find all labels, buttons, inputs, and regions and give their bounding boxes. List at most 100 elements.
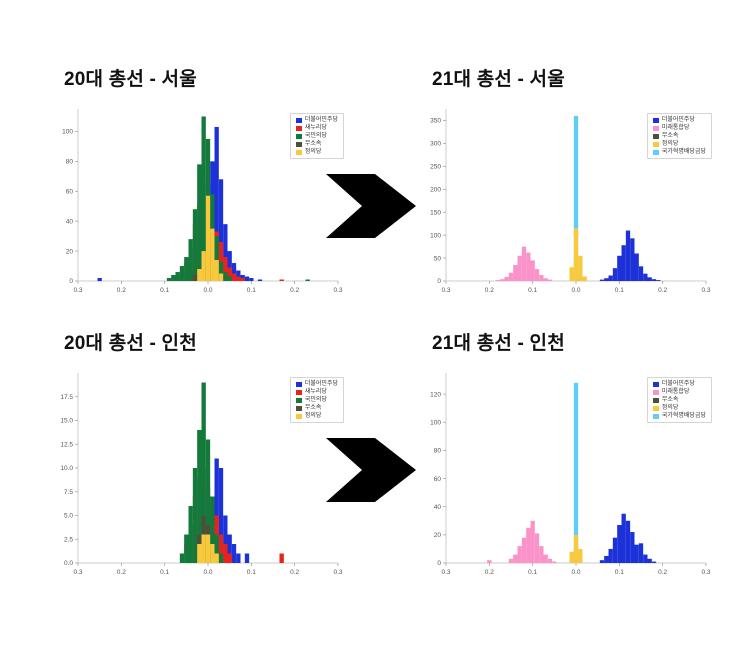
legend-item: 정의당 xyxy=(652,141,706,147)
legend-label: 무소속 xyxy=(304,405,322,411)
hist-bar xyxy=(236,276,241,281)
hist-bar xyxy=(231,263,237,281)
hist-bar xyxy=(201,534,206,563)
plot-area: 0.3 0.2 0.1 0.0 0.1 0.2 0.3 0 50 100 150 200 250 300 3… xyxy=(412,99,714,299)
legend-swatch-icon xyxy=(652,397,659,403)
hist-bar xyxy=(197,164,202,281)
hist-bar xyxy=(517,255,522,281)
legend-label: 국민의당 xyxy=(304,397,327,403)
legend-swatch-icon xyxy=(295,413,302,419)
hist-bar xyxy=(210,228,215,281)
hist-bar xyxy=(192,468,198,563)
hist-bar xyxy=(175,272,180,281)
hist-bar xyxy=(599,279,605,281)
legend-item: 정의당 xyxy=(295,413,338,419)
hist-bar xyxy=(205,439,211,563)
legend-label: 국민의당 xyxy=(304,133,327,139)
hist-bar xyxy=(513,554,518,563)
hist-bar xyxy=(236,270,241,281)
hist-bar xyxy=(179,266,185,281)
hist-bar xyxy=(227,251,232,281)
y-tick-label: 40 xyxy=(434,504,442,511)
hist-bar xyxy=(508,272,514,281)
hist-bar xyxy=(223,544,228,563)
hist-bar xyxy=(231,544,237,563)
hist-bar xyxy=(210,544,215,563)
chart-20th-seoul: 20대 총선 - 서울 0.3 0.2 0.1 0.0 0.1 0.2 0.3 0 20 40 60… xyxy=(44,64,356,299)
x-tick-label: 0.2 xyxy=(658,569,667,576)
legend-item: 국가혁명배당금당 xyxy=(652,149,706,155)
hist-bar xyxy=(97,278,102,281)
y-tick-label: 60 xyxy=(434,476,442,483)
hist-bar xyxy=(218,468,224,563)
legend-label: 새누리당 xyxy=(304,125,327,131)
hist-bar xyxy=(500,279,505,281)
y-tick-label: 250 xyxy=(430,164,441,171)
x-tick-label: 0.2 xyxy=(485,287,494,294)
hist-bar xyxy=(651,279,657,281)
legend-item: 더불어민주당 xyxy=(652,381,706,387)
hist-bar xyxy=(305,279,310,281)
legend-item: 더불어민주당 xyxy=(295,117,338,123)
y-tick-label: 12.5 xyxy=(60,441,73,448)
legend-label: 미래통합당 xyxy=(661,125,690,131)
legend-item: 무소속 xyxy=(295,405,338,411)
legend-label: 미래통합당 xyxy=(661,389,690,395)
chart-title: 21대 총선 - 인천 xyxy=(432,333,565,354)
hist-bar xyxy=(526,252,531,281)
hist-bar xyxy=(625,230,631,281)
y-tick-label: 20 xyxy=(66,248,74,255)
chart-title: 21대 총선 - 서울 xyxy=(432,69,565,90)
hist-bar xyxy=(608,275,613,281)
hist-bar xyxy=(231,273,237,281)
y-tick-label: 15.0 xyxy=(60,418,73,425)
hist-bar xyxy=(227,534,232,563)
hist-bar xyxy=(214,553,219,563)
legend-item: 더불어민주당 xyxy=(295,381,338,387)
hist-bar xyxy=(279,553,284,563)
x-tick-label: 0.2 xyxy=(290,287,299,294)
y-tick-label: 40 xyxy=(66,218,74,225)
x-tick-label: 0.1 xyxy=(247,569,256,576)
legend-label: 무소속 xyxy=(304,141,322,147)
y-tick-label: 80 xyxy=(434,448,442,455)
y-tick-label: 2.5 xyxy=(64,536,73,543)
hist-bar xyxy=(569,551,574,563)
x-tick-label: 0.2 xyxy=(485,569,494,576)
legend-item: 정의당 xyxy=(295,149,338,155)
x-tick-label: 0.3 xyxy=(701,287,710,294)
hist-bar xyxy=(513,264,518,281)
hist-bar xyxy=(205,534,211,563)
hist-bar xyxy=(210,496,215,563)
hist-bar xyxy=(257,279,263,281)
y-tick-label: 200 xyxy=(430,186,441,193)
y-tick-label: 5.0 xyxy=(64,513,73,520)
legend: 더불어민주당 미래통합당 무소속 정의당 국가혁명배당금당 xyxy=(646,377,712,423)
x-tick-label: 0.1 xyxy=(160,569,169,576)
hist-bar xyxy=(218,242,224,281)
legend-swatch-icon xyxy=(295,389,302,395)
legend-item: 미래통합당 xyxy=(652,389,706,395)
legend-swatch-icon xyxy=(652,389,659,395)
hist-bar xyxy=(508,558,514,563)
y-tick-label: 100 xyxy=(62,129,73,136)
legend-label: 더불어민주당 xyxy=(661,381,695,387)
chart-21st-incheon: 21대 총선 - 인천 0.3 0.2 0.1 0.0 0.1 0.2 0.3 0 20 40 60… xyxy=(412,328,724,581)
legend-label: 정의당 xyxy=(304,413,322,419)
hist-bar xyxy=(539,275,544,281)
histogram-plot: 0.3 0.2 0.1 0.0 0.1 0.2 0.30.02.55.07.510.012.… xyxy=(60,373,343,576)
y-tick-label: 100 xyxy=(430,419,441,426)
y-tick-label: 0 xyxy=(69,278,73,285)
hist-bar xyxy=(227,276,232,281)
legend-label: 더불어민주당 xyxy=(661,117,695,123)
hist-bar xyxy=(487,560,492,563)
hist-bar xyxy=(547,279,553,281)
x-tick-label: 0.1 xyxy=(247,287,256,294)
hist-bar xyxy=(223,272,228,281)
legend-swatch-icon xyxy=(652,133,659,139)
y-tick-label: 120 xyxy=(430,391,441,398)
legend-item: 국가혁명배당금당 xyxy=(652,413,706,419)
hist-bar xyxy=(573,115,579,281)
hist-bar xyxy=(244,276,250,281)
